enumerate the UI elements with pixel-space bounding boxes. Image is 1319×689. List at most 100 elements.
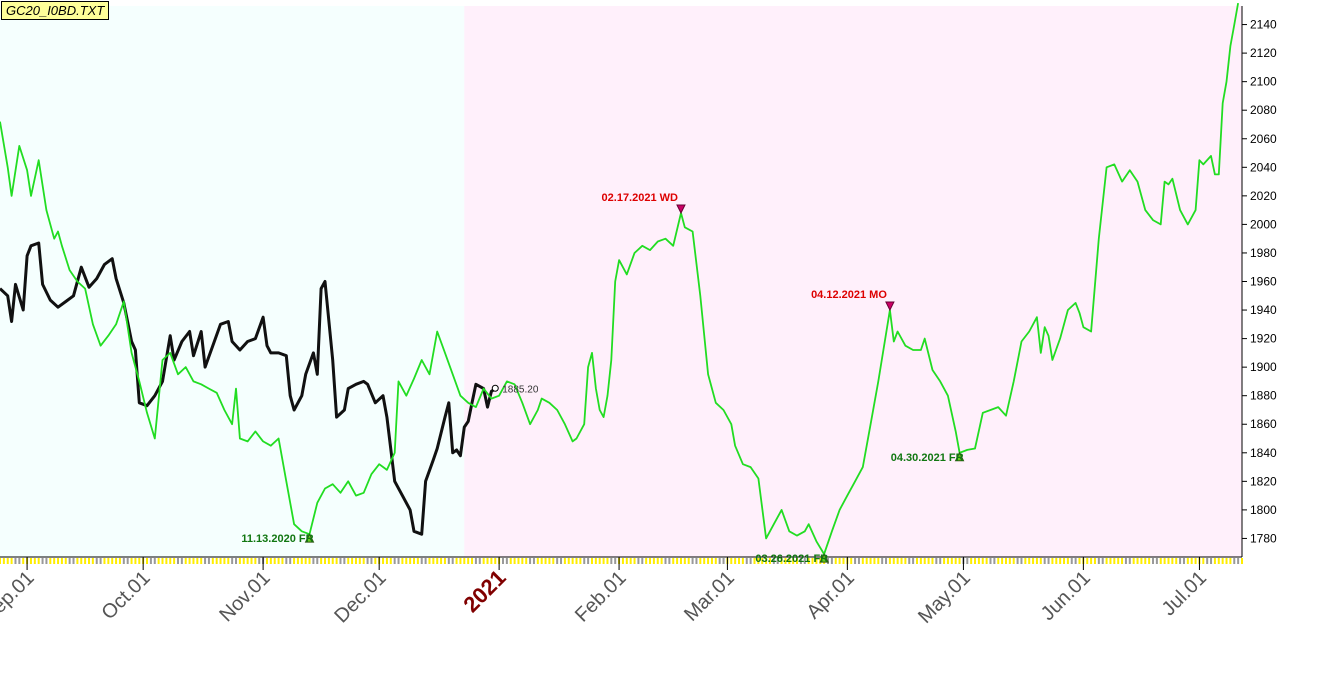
high-marker [676,204,686,215]
x-day-tick [1012,558,1015,564]
x-day-tick [977,558,980,564]
x-axis: Sep.01 Oct.01 Nov.01 Dec.01 2021 Feb.01 Mar.01… [0,556,1243,628]
x-day-tick [1217,558,1220,564]
x-day-tick [505,558,508,564]
x-tick-label: Nov.01 [215,567,274,626]
x-day-tick [625,558,628,564]
x-day-tick [320,558,323,564]
x-day-tick [60,558,63,564]
x-day-tick [478,558,481,564]
x-day-tick [757,558,760,564]
x-day-tick [741,558,744,564]
x-day-tick [447,558,450,564]
x-day-tick [575,558,578,564]
x-day-tick [1113,558,1116,564]
x-day-tick [118,558,121,564]
x-day-tick [1175,558,1178,564]
x-day-tick [954,558,957,564]
x-day-tick [1233,558,1236,564]
y-tick-label: 2020 [1250,189,1277,203]
x-day-tick [885,558,888,564]
high-label: 04.12.2021 MO [811,289,887,301]
x-day-tick [869,558,872,564]
x-day-tick [76,558,79,564]
x-day-tick [432,558,435,564]
x-tick-label: Jun.01 [1037,567,1095,625]
x-day-tick [53,558,56,564]
x-day-tick [64,558,67,564]
x-day-tick [436,558,439,564]
x-day-tick [1024,558,1027,564]
x-day-tick [888,558,891,564]
x-day-tick [207,558,210,564]
x-day-tick [761,558,764,564]
x-day-tick [943,558,946,564]
y-tick-label: 2120 [1250,46,1277,60]
x-day-tick [343,558,346,564]
x-day-tick [405,558,408,564]
low-marker [954,451,965,462]
x-day-tick [796,558,799,564]
x-day-tick [738,558,741,564]
x-day-tick [664,558,667,564]
x-day-tick [366,558,369,564]
x-day-tick [896,558,899,564]
x-day-tick [409,558,412,564]
x-day-tick [1051,558,1054,564]
x-day-tick [1032,558,1035,564]
x-day-tick [22,558,25,564]
x-day-tick [10,558,13,564]
x-day-tick [49,558,52,564]
y-tick-label: 1860 [1250,417,1277,431]
x-day-tick [37,558,40,564]
x-day-tick [180,558,183,564]
x-day-tick [834,558,837,564]
x-day-tick [149,558,152,564]
x-day-tick [970,558,973,564]
x-day-tick [1202,558,1205,564]
y-tick-label: 2080 [1250,103,1277,117]
x-day-tick [652,558,655,564]
y-tick-label: 2100 [1250,75,1277,89]
x-day-tick [811,558,814,564]
x-day-tick [285,558,288,564]
x-day-tick [324,558,327,564]
x-day-tick [734,558,737,564]
x-day-tick [0,558,1,564]
x-day-tick [397,558,400,564]
x-day-tick [974,558,977,564]
x-day-tick [567,558,570,564]
y-tick-label: 1920 [1250,332,1277,346]
annotations: 11.13.2020 FR 02.17.2021 WD 03.26.2021 FR 0… [241,192,965,565]
x-day-tick [1101,558,1104,564]
x-day-tick [134,558,137,564]
x-day-tick [908,558,911,564]
x-day-tick [370,558,373,564]
x-day-tick [749,558,752,564]
x-day-tick [277,558,280,564]
x-day-tick [1047,558,1050,564]
x-day-tick [33,558,36,564]
x-day-tick [289,558,292,564]
x-day-tick [629,558,632,564]
x-day-tick [235,558,238,564]
x-day-tick [838,558,841,564]
x-day-tick [532,558,535,564]
x-day-tick [300,558,303,564]
x-day-tick [258,558,261,564]
x-day-tick [513,558,516,564]
x-day-tick [579,558,582,564]
x-day-tick [877,558,880,564]
x-day-tick [946,558,949,564]
x-day-tick [730,558,733,564]
x-day-tick [865,558,868,564]
x-day-tick [1043,558,1046,564]
x-day-tick [1121,558,1124,564]
x-day-tick [1155,558,1158,564]
y-tick-label: 2140 [1250,18,1277,32]
x-day-tick [645,558,648,564]
x-day-tick [169,558,172,564]
x-day-tick [1105,558,1108,564]
x-day-tick [989,558,992,564]
